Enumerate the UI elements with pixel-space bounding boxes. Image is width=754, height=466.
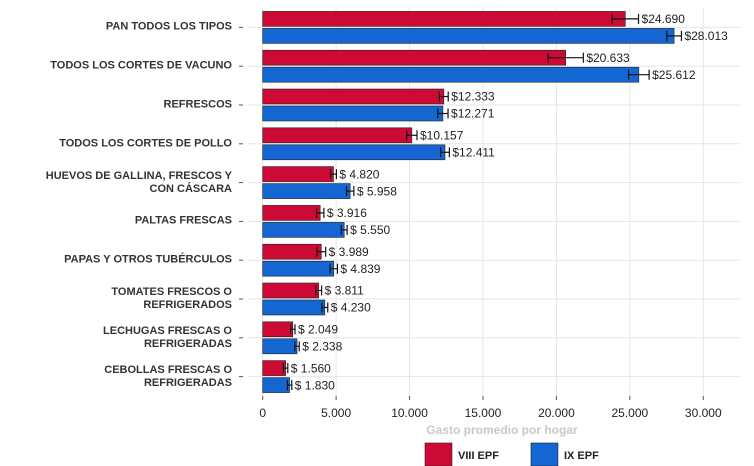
bar bbox=[262, 222, 345, 238]
value-label: $10.157 bbox=[420, 128, 464, 142]
bar bbox=[262, 105, 444, 122]
bar bbox=[262, 260, 335, 277]
value-label: $12.411 bbox=[452, 145, 495, 159]
value-label: $ 5.958 bbox=[357, 184, 397, 198]
value-label: $ 2.338 bbox=[302, 339, 342, 353]
x-tick-label: 25.000 bbox=[611, 406, 648, 420]
y-tick-label: HUEVOS DE GALLINA, FRESCOS Y CON CÁSCARA bbox=[45, 169, 232, 195]
bar bbox=[262, 166, 334, 182]
y-tick-label: REFRESCOS bbox=[163, 98, 232, 111]
bar bbox=[262, 338, 298, 355]
value-label: $ 3.811 bbox=[325, 284, 364, 298]
value-label: $24.690 bbox=[642, 12, 686, 26]
value-label: $ 4.820 bbox=[339, 167, 379, 181]
value-label: $ 3.989 bbox=[329, 245, 369, 259]
y-tick-label: TODOS LOS CORTES DE VACUNO bbox=[50, 59, 232, 72]
y-tick-label: PAN TODOS LOS TIPOS bbox=[105, 20, 232, 33]
bar bbox=[262, 360, 286, 376]
legend-swatch bbox=[424, 442, 453, 466]
bar bbox=[262, 183, 351, 199]
value-label: $ 1.560 bbox=[291, 361, 331, 375]
bar bbox=[262, 127, 413, 144]
value-label: $ 5.550 bbox=[350, 223, 390, 237]
value-label: $ 1.830 bbox=[295, 378, 335, 392]
bar bbox=[262, 11, 626, 27]
bar bbox=[262, 321, 294, 338]
value-label: $12.271 bbox=[451, 107, 495, 121]
x-tick-label: 5.000 bbox=[321, 406, 351, 420]
y-tick-label: LECHUGAS FRESCAS O REFRIGERADAS bbox=[103, 324, 232, 350]
bar bbox=[262, 88, 445, 105]
x-tick-label: 15.000 bbox=[465, 406, 502, 420]
bar bbox=[262, 28, 675, 44]
y-tick-label: CEBOLLAS FRESCAS O REFRIGERADAS bbox=[104, 363, 232, 389]
x-axis-title: Gasto promedio por hogar bbox=[426, 423, 578, 437]
bar bbox=[262, 205, 321, 221]
value-label: $ 2.049 bbox=[298, 322, 338, 336]
bar bbox=[262, 243, 322, 260]
legend-label: VIII EPF bbox=[458, 450, 499, 462]
bar bbox=[262, 144, 446, 161]
value-label: $28.013 bbox=[684, 29, 728, 43]
value-label: $ 4.230 bbox=[331, 301, 371, 315]
y-tick-label: TODOS LOS CORTES DE POLLO bbox=[59, 137, 232, 150]
y-tick-label: PALTAS FRESCAS bbox=[134, 214, 232, 227]
x-tick-label: 30.000 bbox=[685, 406, 722, 420]
value-label: $12.333 bbox=[451, 90, 495, 104]
x-tick-label: 10.000 bbox=[391, 406, 428, 420]
bar bbox=[262, 66, 640, 83]
x-tick-label: 20.000 bbox=[538, 406, 575, 420]
value-label: $ 3.916 bbox=[327, 206, 367, 220]
y-tick-label: TOMATES FRESCOS O REFRIGERADOS bbox=[111, 286, 232, 311]
value-label: $25.612 bbox=[652, 68, 696, 82]
bar bbox=[262, 49, 567, 66]
bar bbox=[262, 299, 326, 316]
legend-swatch bbox=[530, 442, 559, 466]
value-label: $ 4.839 bbox=[340, 262, 380, 276]
y-tick-label: PAPAS Y OTROS TUBÉRCULOS bbox=[64, 253, 232, 266]
legend-label: IX EPF bbox=[564, 450, 599, 462]
bar bbox=[262, 377, 290, 393]
x-tick-label: 0 bbox=[259, 406, 266, 420]
bar bbox=[262, 282, 319, 299]
value-label: $20.633 bbox=[586, 51, 630, 65]
